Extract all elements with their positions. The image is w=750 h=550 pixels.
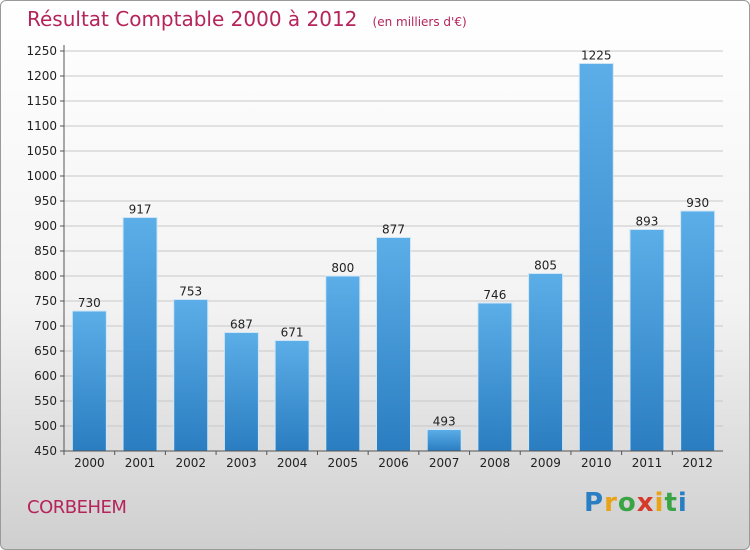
value-label-2010: 1225 [581, 49, 612, 63]
value-label-2002: 753 [179, 285, 202, 299]
bar-2007 [426, 429, 462, 452]
y-axis-ticks: 450 500 550 600 650 700 750 800 850 900 950 1000 105… [26, 44, 64, 458]
y-tick-label: 650 [34, 344, 57, 358]
bar-2001 [122, 217, 158, 452]
value-label-2011: 893 [636, 215, 659, 229]
value-label-2007: 493 [433, 415, 456, 429]
bar-2009 [528, 273, 564, 452]
y-tick-label: 1150 [26, 94, 57, 108]
y-tick-label: 1250 [26, 44, 57, 58]
y-tick-label: 1100 [26, 119, 57, 133]
x-tick-label: 2012 [682, 456, 713, 470]
y-tick-label: 450 [34, 444, 57, 458]
x-tick-label: 2000 [74, 456, 105, 470]
bar-2006 [376, 237, 411, 452]
bar-2000 [71, 310, 107, 452]
y-tick-label: 800 [34, 269, 57, 283]
bar-2011 [629, 229, 665, 452]
proxiti-logo: Proxiti [584, 488, 688, 518]
x-tick-label: 2003 [226, 456, 257, 470]
value-label-2001: 917 [129, 203, 152, 217]
x-tick-label: 2005 [328, 456, 359, 470]
chart-title: Résultat Comptable 2000 à 2012 [27, 7, 358, 31]
bars [71, 63, 716, 452]
bar-2005 [325, 275, 361, 452]
bar-2003 [223, 332, 259, 452]
value-label-2006: 877 [382, 223, 405, 237]
x-tick-label: 2008 [480, 456, 511, 470]
x-tick-label: 2001 [125, 456, 156, 470]
y-tick-label: 750 [34, 294, 57, 308]
x-tick-label: 2007 [429, 456, 460, 470]
y-tick-label: 850 [34, 244, 57, 258]
x-axis-ticks: 2000 2001 2002 2003 2004 2005 2006 2007 2008 2009… [63, 451, 713, 470]
x-tick-label: 2006 [378, 456, 409, 470]
bar-2004 [274, 340, 310, 452]
value-label-2008: 746 [483, 288, 506, 302]
value-label-2000: 730 [78, 296, 101, 310]
axes [63, 45, 723, 452]
y-tick-label: 900 [34, 219, 57, 233]
x-tick-label: 2009 [530, 456, 561, 470]
y-tick-label: 950 [34, 194, 57, 208]
y-tick-label: 1000 [26, 169, 57, 183]
commune-name: CORBEHEM [27, 497, 127, 518]
bar-2010 [578, 63, 614, 452]
x-tick-label: 2011 [632, 456, 663, 470]
y-tick-label: 550 [34, 394, 57, 408]
bar-2008 [477, 302, 513, 452]
x-tick-label: 2004 [277, 456, 308, 470]
bar-2002 [173, 299, 209, 452]
y-tick-label: 700 [34, 319, 57, 333]
y-tick-label: 1200 [26, 69, 57, 83]
value-label-2012: 930 [686, 196, 709, 210]
bar-2012 [680, 210, 716, 452]
y-tick-label: 500 [34, 419, 57, 433]
value-label-2009: 805 [534, 259, 557, 273]
y-tick-label: 1050 [26, 144, 57, 158]
y-tick-label: 600 [34, 369, 57, 383]
x-tick-label: 2002 [175, 456, 206, 470]
value-labels: 730 917 753 687 671 800 877 493 746 805 1225 893 930 [78, 49, 709, 429]
x-tick-label: 2010 [581, 456, 612, 470]
chart-subtitle: (en milliers d'€) [372, 15, 467, 29]
value-label-2003: 687 [230, 318, 253, 332]
value-label-2005: 800 [331, 261, 354, 275]
title-row: Résultat Comptable 2000 à 2012 (en milli… [27, 7, 467, 31]
value-label-2004: 671 [281, 326, 304, 340]
